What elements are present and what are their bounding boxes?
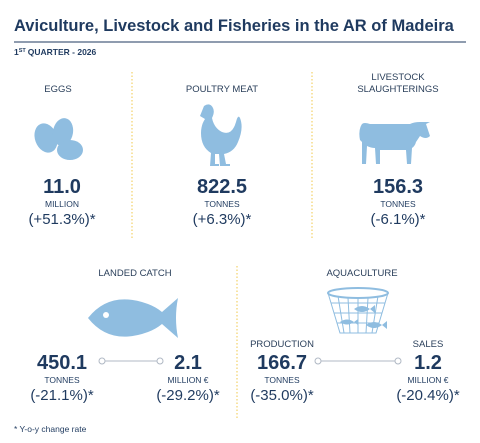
value: 1.2: [414, 352, 442, 374]
label: PRODUCTION: [250, 339, 314, 350]
unit: MILLION €: [167, 375, 208, 385]
change: (+51.3%)*: [28, 211, 95, 228]
change: (-6.1%)*: [370, 211, 425, 228]
unit: MILLION €: [407, 375, 448, 385]
connector-dot: [314, 357, 322, 365]
change: (-29.2%)*: [156, 387, 220, 404]
value: 11.0: [43, 176, 81, 198]
subtitle-suffix: ST: [19, 48, 27, 54]
label: AQUACULTURE: [326, 268, 397, 279]
eggs-icon: [34, 118, 83, 160]
unit: TONNES: [264, 375, 300, 385]
subtitle: 1ST QUARTER - 2026: [14, 47, 97, 57]
change: (-21.1%)*: [30, 387, 94, 404]
aquaculture-icon: [327, 287, 389, 334]
unit: TONNES: [204, 199, 240, 209]
unit: TONNES: [380, 199, 416, 209]
value: 450.1: [37, 352, 87, 374]
change: (-20.4%)*: [396, 387, 460, 404]
connector-dot: [394, 357, 402, 365]
change: (+6.3%)*: [193, 211, 252, 228]
fish-icon: [88, 298, 178, 338]
label: SLAUGHTERINGS: [357, 84, 438, 95]
subtitle-number: 1: [14, 47, 19, 57]
label: SALES: [413, 339, 444, 350]
chicken-icon: [200, 104, 242, 166]
change: (-35.0%)*: [250, 387, 314, 404]
value: 822.5: [197, 176, 247, 198]
cow-icon: [359, 122, 430, 164]
connector-dot: [156, 357, 164, 365]
value: 156.3: [373, 176, 423, 198]
value: 166.7: [257, 352, 307, 374]
footnote: * Y-o-y change rate: [14, 424, 87, 434]
title: Aviculture, Livestock and Fisheries in t…: [14, 17, 455, 35]
subtitle-rest: QUARTER - 2026: [28, 47, 97, 57]
connector-dot: [98, 357, 106, 365]
label: EGGS: [44, 84, 71, 95]
unit: MILLION: [45, 199, 79, 209]
label: LANDED CATCH: [98, 268, 171, 279]
unit: TONNES: [44, 375, 80, 385]
label: POULTRY MEAT: [186, 84, 258, 95]
label: LIVESTOCK: [371, 72, 425, 83]
value: 2.1: [174, 352, 202, 374]
